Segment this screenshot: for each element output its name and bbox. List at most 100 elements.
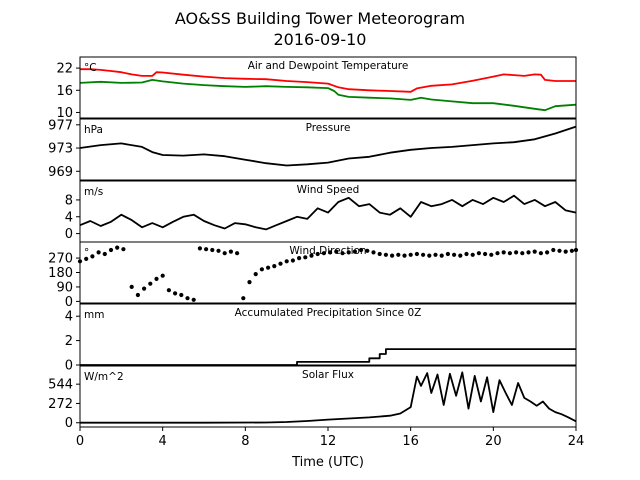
data-point [414,251,419,257]
data-point [346,250,351,255]
y-tick-label: 270 [48,252,73,267]
y-tick-label: 4 [65,310,73,325]
series-line-1 [80,348,576,366]
panel-title: Solar Flux [302,369,354,381]
panel-frame [79,303,577,366]
data-point [290,258,295,263]
panel-title: Pressure [306,122,351,134]
data-point [340,251,345,256]
panel-5: 0 2 4 Accumulated Precipitation Since 0Z mm [65,303,577,374]
data-point [309,253,314,258]
y-tick-label: 22 [56,62,73,77]
data-point [166,288,171,293]
data-point [222,251,227,256]
data-point [532,249,537,254]
data-point [464,251,469,257]
x-tick-label: 0 [76,434,84,449]
data-point [470,252,475,257]
data-point [427,253,432,258]
data-point [284,259,289,264]
data-point [433,252,438,257]
panel-title: Wind Direction [289,245,366,257]
data-point [96,250,101,255]
data-point [278,261,283,266]
data-point [507,251,512,256]
x-tick-label: 20 [485,434,502,449]
data-point [520,251,525,256]
y-tick-label: 0 [65,295,73,310]
y-tick-label: 977 [48,118,73,133]
panel-6: 0 272 544 Solar Flux W/m^2 [48,365,577,431]
data-point [115,245,120,250]
series-line-1 [79,125,577,167]
y-tick-label: 973 [48,142,73,157]
data-point [402,253,407,258]
panel-frame [79,118,577,181]
data-point [489,252,494,257]
data-point [148,281,153,286]
series-line-1 [79,194,577,231]
panel-1: 10 16 22 Air and Dewpoint Temperature °C [56,56,577,121]
series-line-1 [80,371,577,424]
data-point [173,291,178,296]
y-tick-label: 2 [65,334,73,349]
x-tick-label: 24 [568,434,585,449]
y-tick-label: 16 [56,84,73,99]
data-point [390,253,395,258]
panel-unit: W/m^2 [84,371,124,383]
y-tick-label: 90 [56,280,73,295]
data-point [154,276,159,281]
data-point [551,247,556,253]
y-tick-label: 180 [48,266,73,281]
panel-title: Air and Dewpoint Temperature [248,60,409,72]
y-tick-label: 0 [65,359,73,374]
data-point [135,292,140,298]
data-point [371,250,376,255]
panel-unit: m/s [84,186,103,198]
data-point [160,273,165,278]
data-point [185,296,190,301]
panel-unit: °C [84,62,97,74]
x-tick-label: 8 [241,434,249,449]
data-point [204,247,209,252]
data-point [247,280,252,285]
data-point [102,251,107,257]
data-point [303,255,308,260]
y-tick-label: 544 [48,378,73,393]
y-tick-label: 8 [65,193,73,208]
data-point [458,253,463,258]
series-line-2 [79,79,577,112]
data-point [108,247,114,253]
y-tick-label: 0 [65,416,73,431]
x-tick-label: 16 [402,434,419,449]
data-point [383,252,388,257]
data-point [90,254,95,259]
panel-unit: hPa [84,124,103,136]
panel-unit: mm [84,309,104,321]
data-point [241,296,246,301]
data-point [216,248,221,253]
y-tick-label: 272 [48,397,73,412]
panel-2: 969 973 977 Pressure hPa [48,118,577,181]
data-point [352,249,357,254]
data-point [483,251,488,257]
data-point [359,247,364,253]
data-point [514,250,519,255]
data-point [121,247,126,252]
y-tick-label: 10 [56,106,73,121]
data-point [210,247,215,253]
figure-title: AO&SS Building Tower Meteorogram [175,9,465,28]
data-point [191,297,196,302]
figure-date: 2016-09-10 [274,30,367,49]
series-line-1 [80,68,576,93]
data-point [501,250,506,255]
data-point [569,248,575,253]
y-tick-label: 0 [65,227,73,242]
data-point [272,264,277,269]
x-tick-label: 12 [320,434,337,449]
data-point [315,251,320,257]
data-point [445,251,450,257]
data-point [526,250,531,255]
